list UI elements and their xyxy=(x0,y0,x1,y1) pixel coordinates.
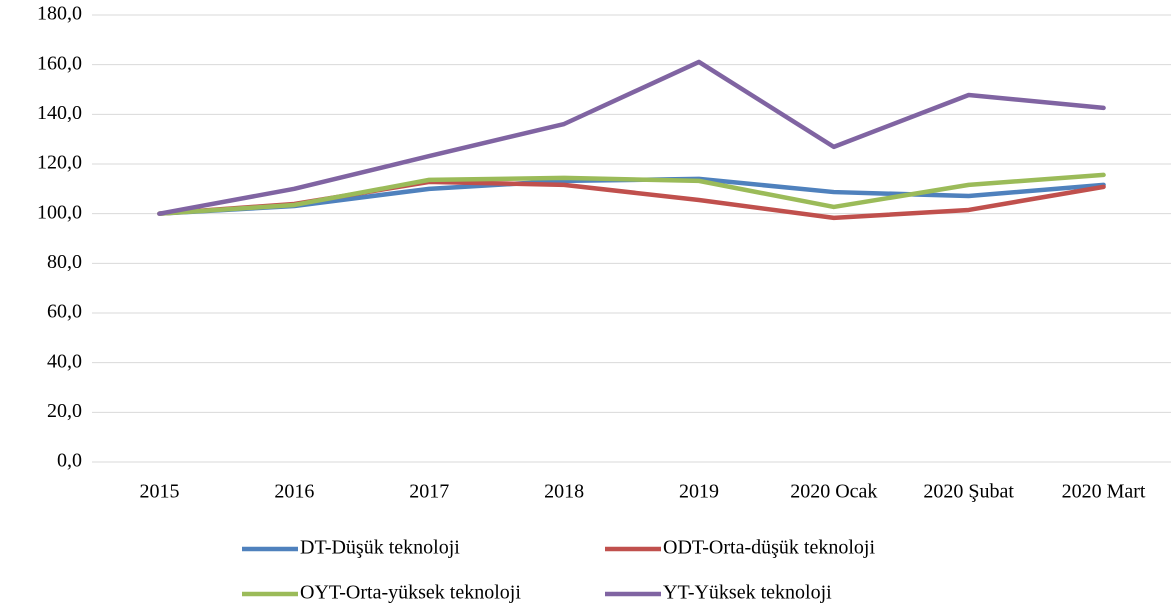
y-tick-label: 40,0 xyxy=(47,350,82,372)
y-tick-label: 100,0 xyxy=(37,201,82,223)
x-tick-label: 2020 Mart xyxy=(1062,481,1146,503)
y-tick-label: 60,0 xyxy=(47,301,82,323)
legend-label: YT-Yüksek teknoloji xyxy=(663,582,832,604)
legend-label: DT-Düşük teknoloji xyxy=(300,537,460,559)
x-tick-label: 2020 Şubat xyxy=(923,481,1014,503)
x-tick-label: 2016 xyxy=(274,481,314,503)
legend-label: OYT-Orta-yüksek teknoloji xyxy=(300,582,521,604)
y-tick-label: 120,0 xyxy=(37,152,82,174)
x-tick-label: 2017 xyxy=(409,481,449,503)
series-line xyxy=(157,59,1106,216)
y-tick-label: 0,0 xyxy=(57,450,82,472)
y-tick-label: 180,0 xyxy=(37,3,82,25)
y-tick-label: 80,0 xyxy=(47,251,82,273)
x-tick-label: 2020 Ocak xyxy=(790,481,877,503)
legend-label: ODT-Orta-düşük teknoloji xyxy=(663,537,875,559)
y-tick-label: 140,0 xyxy=(37,102,82,124)
x-tick-label: 2018 xyxy=(544,481,584,503)
y-tick-label: 160,0 xyxy=(37,52,82,74)
x-tick-label: 2019 xyxy=(679,481,719,503)
series-line xyxy=(157,172,1106,216)
y-tick-label: 20,0 xyxy=(47,400,82,422)
x-tick-label: 2015 xyxy=(139,481,179,503)
